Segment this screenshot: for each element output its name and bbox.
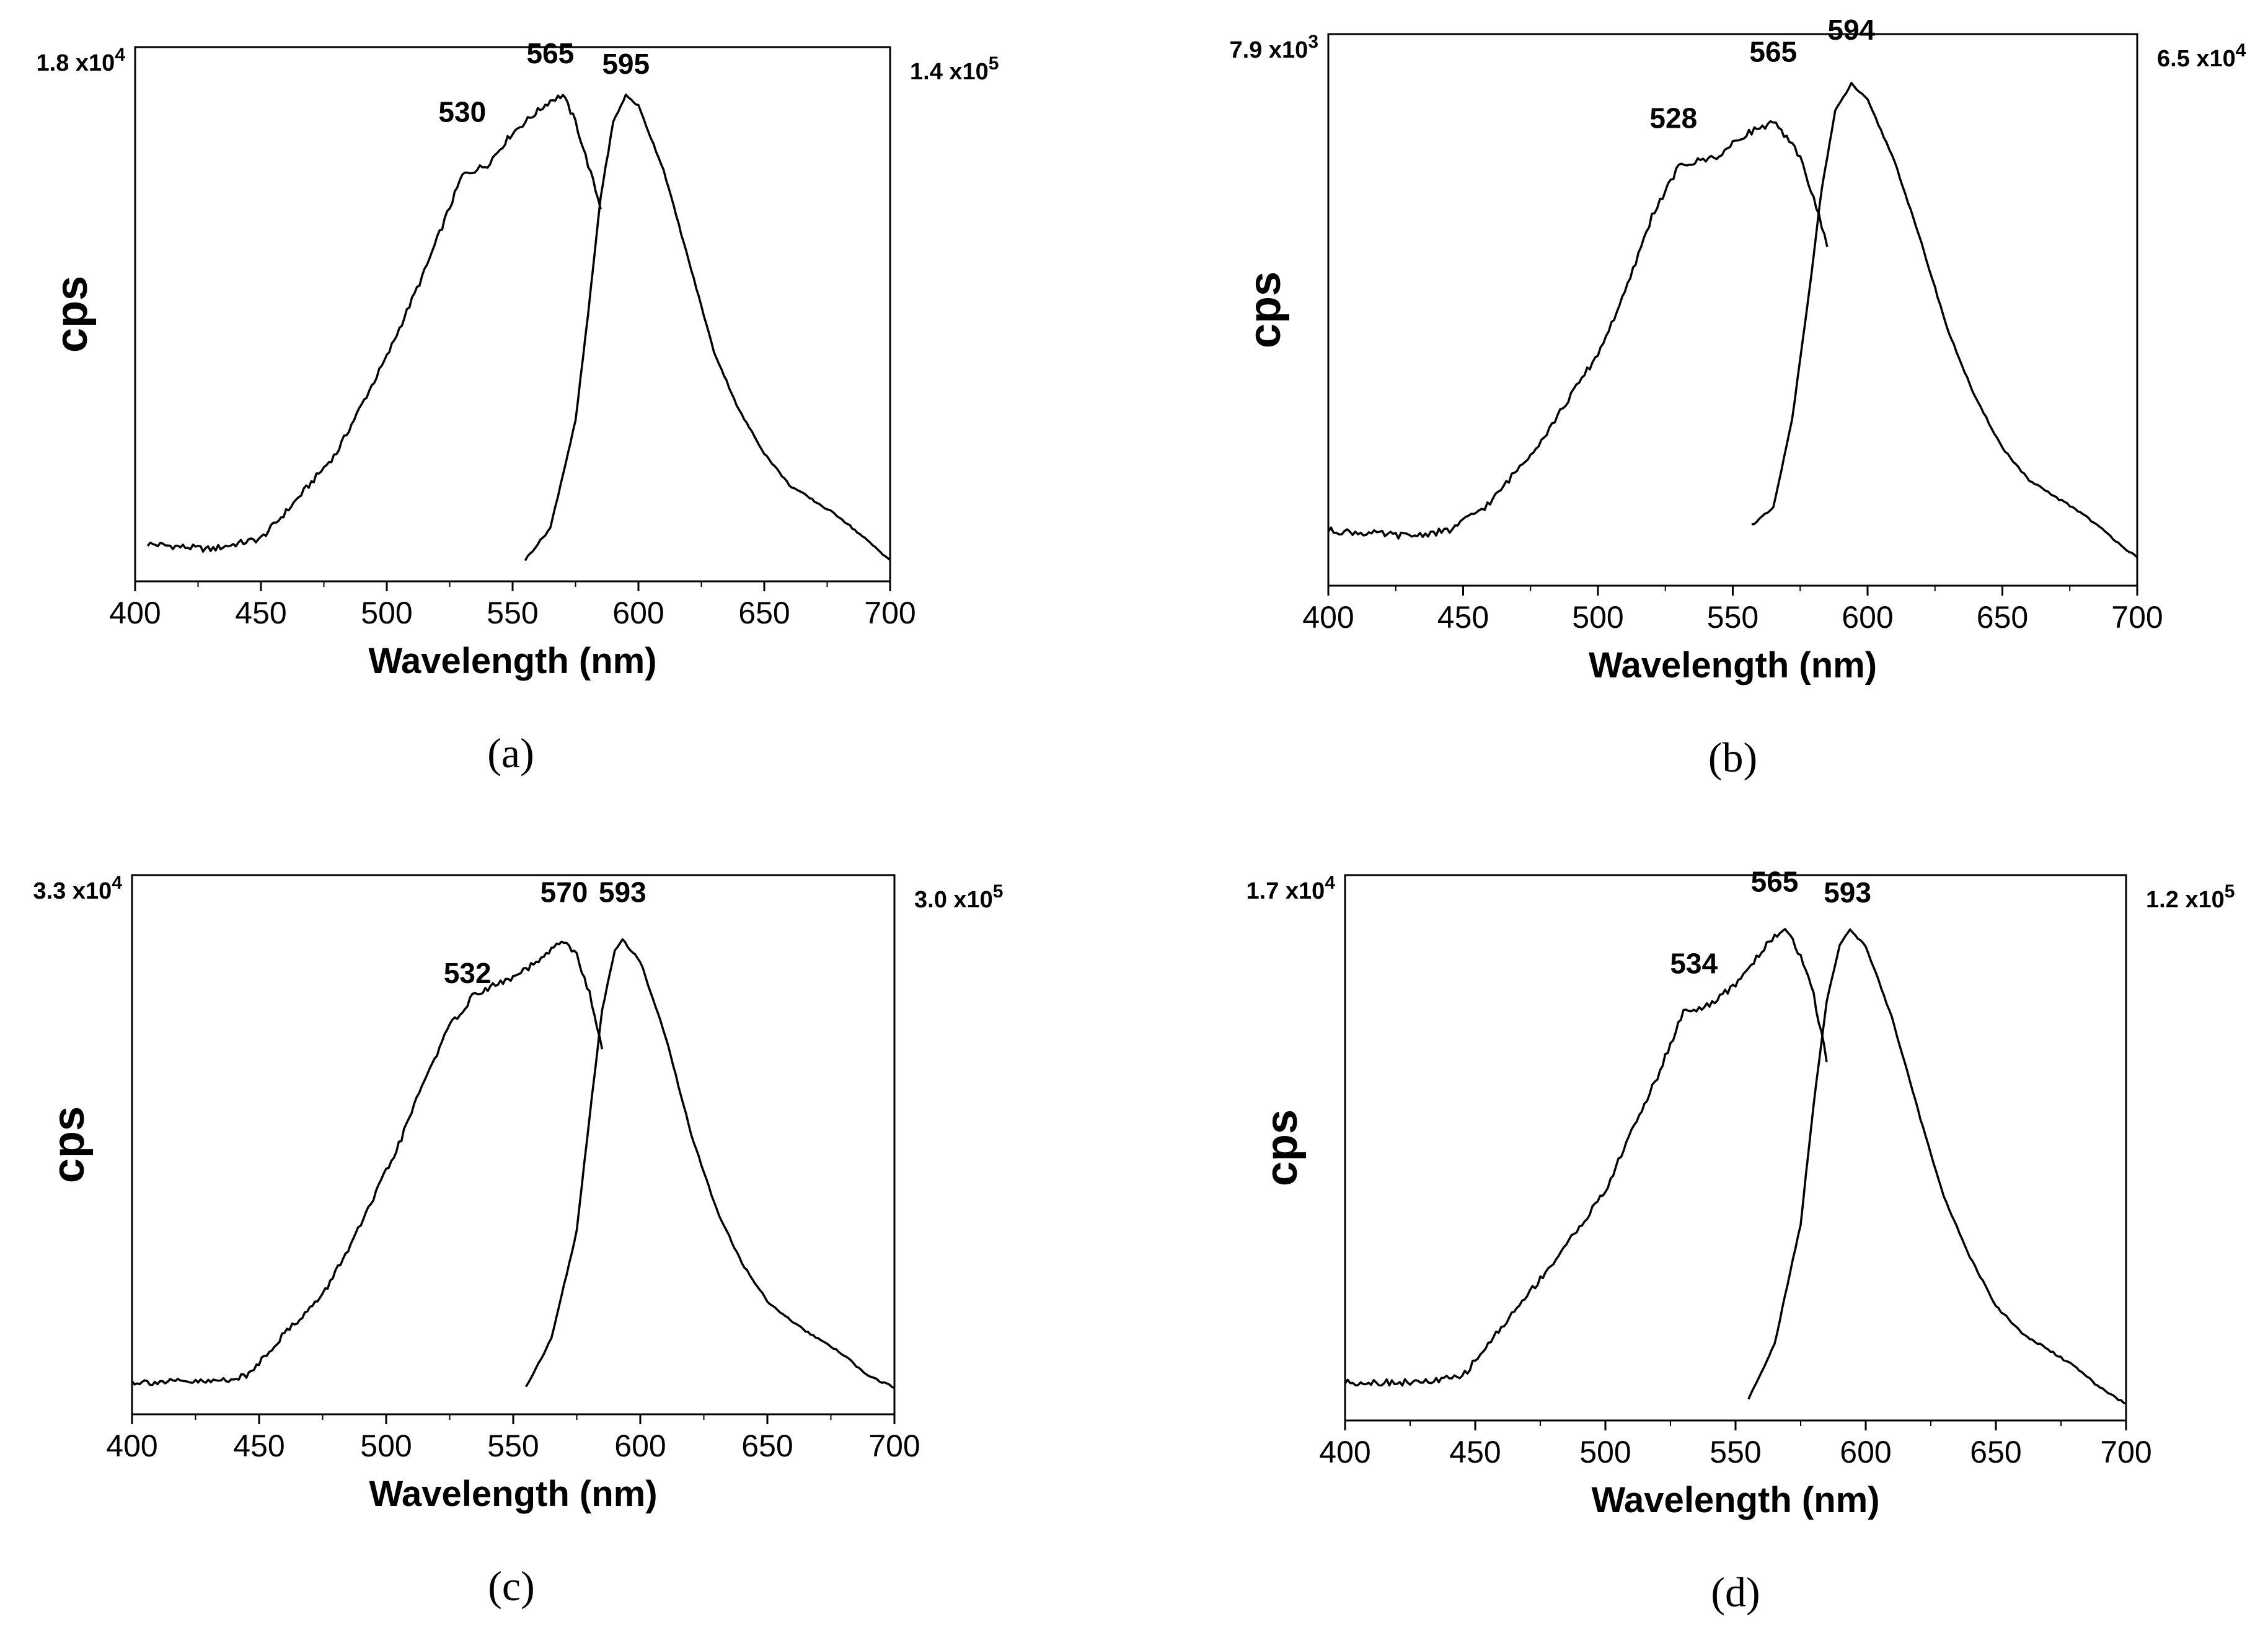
x-tick-label: 550: [1710, 1435, 1761, 1469]
x-tick-label: 550: [487, 596, 538, 630]
x-tick-label: 400: [109, 596, 161, 630]
left-axis-max-label: 1.7 x104: [1247, 873, 1336, 904]
panel-label: (d): [1711, 1569, 1760, 1616]
x-tick-label: 400: [1319, 1435, 1370, 1469]
x-tick-label: 600: [614, 1429, 666, 1463]
peak-label: 534: [1670, 947, 1718, 979]
right-axis-max-exponent: 5: [989, 53, 999, 74]
y-axis-label: cps: [47, 276, 97, 353]
emission-line: [525, 938, 895, 1389]
right-axis-max-exponent: 5: [993, 881, 1004, 902]
x-tick-label: 550: [1707, 600, 1758, 635]
x-tick-label: 650: [738, 596, 790, 630]
y-axis-label: cps: [44, 1106, 94, 1183]
panel-label: (c): [488, 1562, 534, 1610]
y-axis-label: cps: [1257, 1109, 1307, 1186]
x-tick-label: 450: [1449, 1435, 1501, 1469]
right-axis-max-exponent: 5: [2225, 881, 2235, 902]
x-tick-label: 700: [2100, 1435, 2151, 1469]
peak-label: 595: [602, 48, 650, 80]
x-tick-label: 600: [1840, 1435, 1891, 1469]
x-tick-label: 700: [2111, 600, 2163, 635]
x-tick-label: 500: [1579, 1435, 1631, 1469]
x-tick-label: 450: [233, 1429, 285, 1463]
x-tick-label: 700: [864, 596, 916, 630]
chart-panel-a: 400 450 500 550 600 650 700 Wavelength (nm) cps 1…: [37, 37, 999, 777]
emission-line: [524, 93, 891, 561]
peak-label: 594: [1828, 14, 1876, 46]
chart-panel-c: 400 450 500 550 600 650 700 Wavelength (nm) cps 3…: [33, 873, 1004, 1610]
left-axis-max-exponent: 3: [1308, 32, 1318, 52]
right-axis-max-label: 1.2 x105: [2146, 881, 2235, 913]
x-tick-label: 400: [1302, 600, 1354, 635]
left-axis-max-exponent: 4: [1325, 873, 1335, 893]
plot-frame: [1327, 33, 2138, 587]
plot-frame: [1344, 874, 2127, 1422]
peak-label: 565: [527, 37, 575, 69]
right-axis-max-exponent: 4: [2236, 40, 2246, 61]
left-axis-max-exponent: 4: [115, 45, 125, 65]
left-axis-max-label: 1.8 x104: [37, 45, 126, 76]
emission-line: [1751, 81, 2138, 558]
y-axis-label: cps: [1240, 271, 1290, 348]
peak-label: 593: [1824, 876, 1871, 909]
emission-line: [1747, 928, 2127, 1405]
x-tick-label: 500: [360, 1429, 412, 1463]
excitation-line: [1344, 928, 1828, 1387]
panel-label: (a): [487, 729, 534, 777]
peak-label: 570: [541, 876, 588, 909]
x-axis-label: Wavelength (nm): [1589, 645, 1877, 685]
right-axis-max-label: 1.4 x105: [910, 53, 999, 85]
peak-label: 530: [438, 96, 486, 128]
x-tick-label: 600: [612, 596, 664, 630]
left-axis-max-exponent: 4: [112, 873, 122, 893]
x-tick-label: 650: [1970, 1435, 2021, 1469]
x-tick-label: 450: [1437, 600, 1489, 635]
panel-label: (b): [1708, 734, 1757, 781]
x-axis-label: Wavelength (nm): [1591, 1480, 1879, 1520]
x-axis-label: Wavelength (nm): [369, 1474, 657, 1514]
excitation-line: [1327, 120, 1829, 540]
right-axis-max-label: 3.0 x105: [914, 881, 1003, 913]
chart-panel-b: 400 450 500 550 600 650 700 Wavelength (nm) cps 7…: [1230, 14, 2246, 781]
plot-frame: [134, 46, 891, 583]
excitation-line: [146, 94, 602, 553]
plot-frame: [131, 874, 896, 1416]
peak-label: 528: [1649, 102, 1697, 134]
x-tick-label: 650: [741, 1429, 793, 1463]
x-tick-label: 600: [1842, 600, 1893, 635]
x-tick-label: 700: [868, 1429, 920, 1463]
x-tick-label: 550: [487, 1429, 539, 1463]
peak-label: 593: [599, 876, 646, 909]
x-tick-label: 650: [1977, 600, 2028, 635]
peak-label: 532: [444, 957, 492, 989]
peak-label: 565: [1749, 36, 1797, 68]
excitation-line: [131, 940, 604, 1386]
x-axis-label: Wavelength (nm): [368, 641, 656, 681]
x-tick-label: 450: [235, 596, 286, 630]
chart-panel-d: 400 450 500 550 600 650 700 Wavelength (nm) cps 1…: [1247, 865, 2235, 1616]
peak-label: 565: [1751, 865, 1799, 897]
left-axis-max-label: 3.3 x104: [33, 873, 123, 904]
x-tick-label: 500: [1572, 600, 1623, 635]
right-axis-max-label: 6.5 x104: [2157, 40, 2246, 72]
left-axis-max-label: 7.9 x103: [1230, 32, 1318, 63]
x-tick-label: 500: [361, 596, 412, 630]
x-tick-label: 400: [106, 1429, 157, 1463]
